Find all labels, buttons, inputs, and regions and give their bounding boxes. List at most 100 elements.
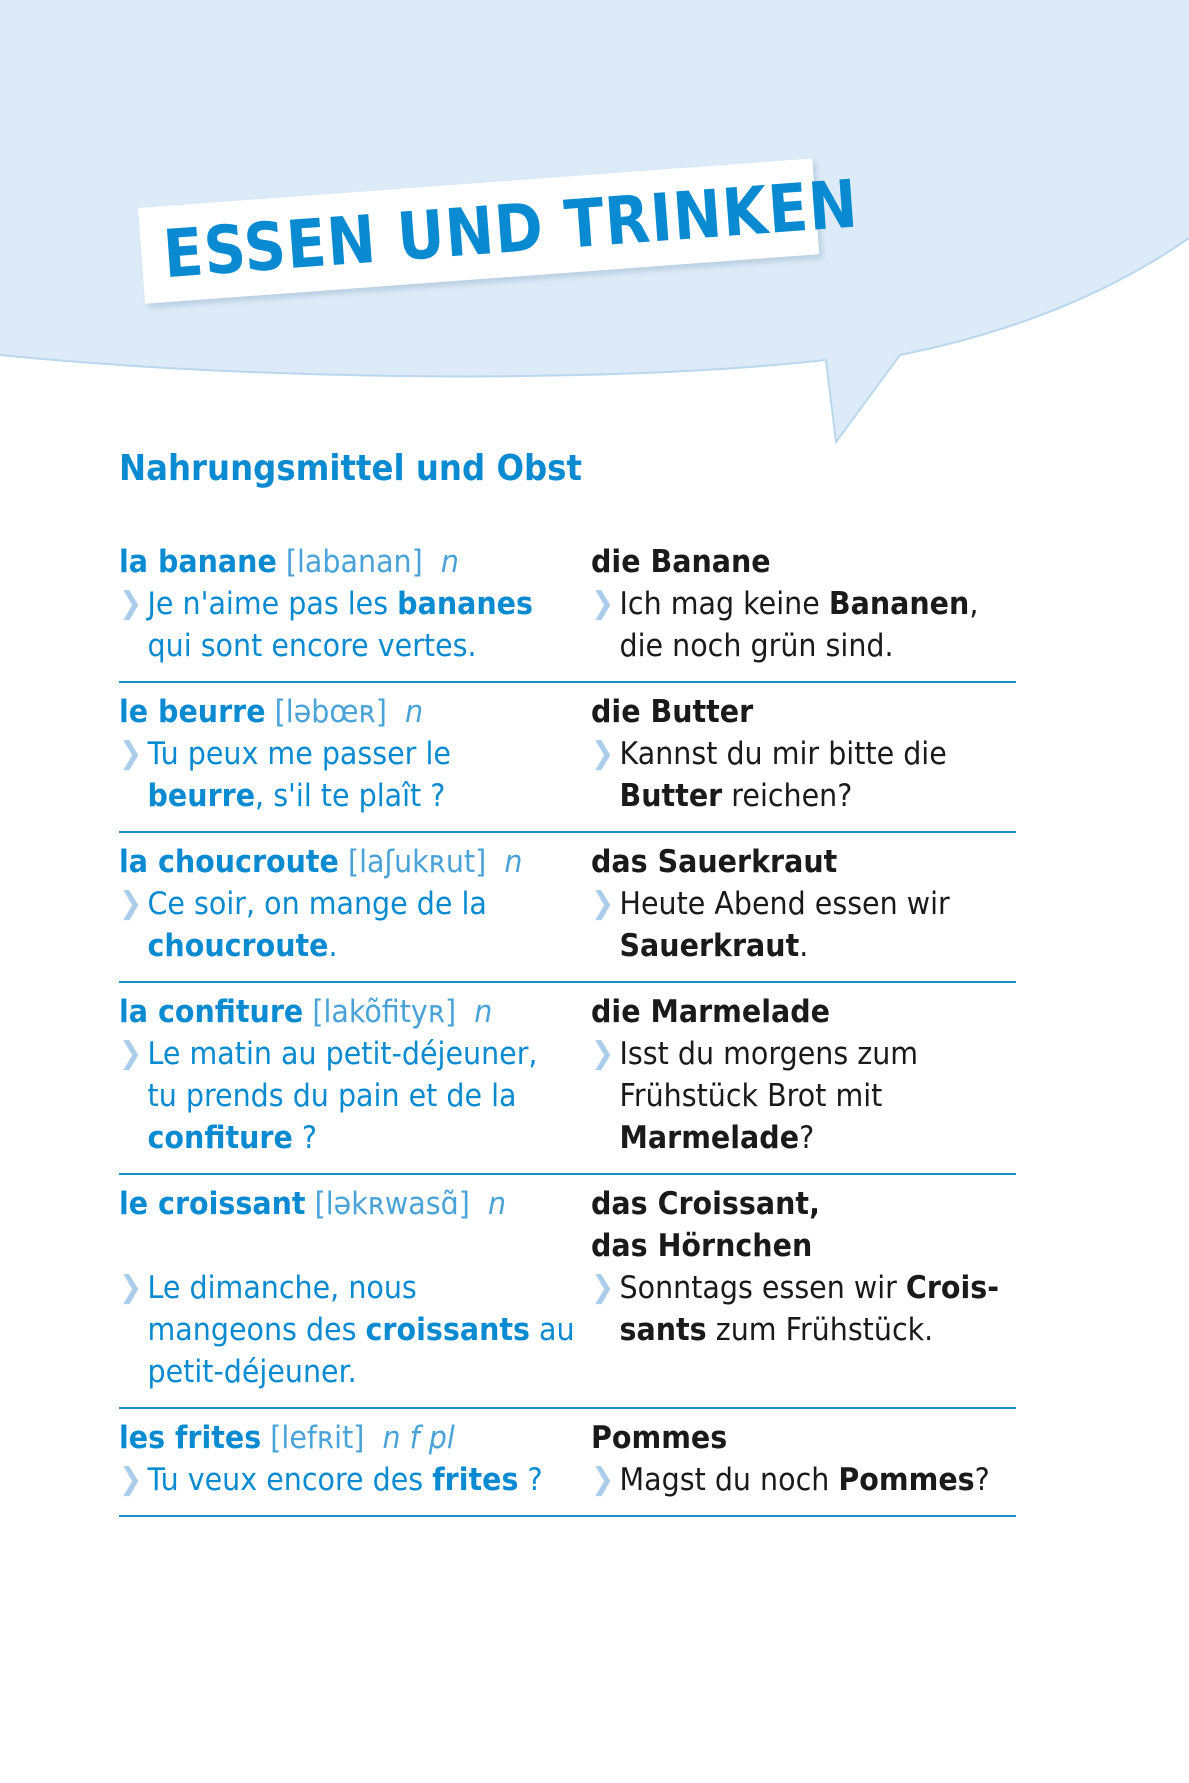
chevron-icon: ❯	[119, 1036, 143, 1071]
highlighted-word: bananes	[397, 586, 533, 622]
vocab-entry: la confiture [lakõfityʀ] n die Marmelade…	[119, 983, 1016, 1175]
example-line: ❯ Heute Abend essen wir	[591, 883, 982, 925]
part-of-speech: n	[405, 694, 424, 730]
example-text: Isst du morgens zum	[619, 1036, 919, 1072]
example-text: Ce soir, on mange de la	[147, 886, 487, 922]
chevron-icon: ❯	[591, 1462, 615, 1497]
vocab-entry: le beurre [ləbœʀ] n die Butter ❯ Tu peux …	[119, 683, 1016, 833]
french-headword: le croissant	[119, 1186, 306, 1222]
phonetic: [lefʀit]	[270, 1420, 365, 1456]
example-line: ❯ Je n'aime pas les bananes	[119, 583, 554, 625]
example-line: confiture ?	[148, 1117, 554, 1159]
example-line: sants zum Frühstück.	[620, 1309, 982, 1351]
german-example: ❯ Heute Abend essen wir Sauerkraut.	[591, 883, 982, 967]
example-line: ❯ Tu veux encore des frites ?	[119, 1459, 554, 1501]
example-line: die noch grün sind.	[620, 625, 982, 667]
example-text: ?	[974, 1462, 990, 1498]
highlighted-word: Marmelade	[619, 1120, 800, 1156]
part-of-speech: n	[487, 1186, 507, 1222]
highlighted-word: Sauerkraut	[619, 928, 800, 964]
highlighted-word: sants	[619, 1312, 707, 1348]
example-line: ❯ Isst du morgens zum	[591, 1033, 982, 1075]
german-headword: die Banane	[591, 544, 771, 580]
example-line: beurre, s'il te plaît ?	[148, 775, 554, 817]
highlighted-word: Crois-	[905, 1270, 1000, 1306]
part-of-speech: n	[504, 844, 523, 880]
highlighted-word: Bananen	[828, 586, 970, 622]
example-text: Heute Abend essen wir	[619, 886, 950, 922]
german-example: ❯ Kannst du mir bitte die Butter reichen?	[591, 733, 982, 817]
highlighted-word: Pommes	[838, 1462, 975, 1498]
german-headword: Pommes	[591, 1420, 728, 1456]
example-line: ❯ Le dimanche, nous	[119, 1267, 554, 1309]
highlighted-word: confiture	[147, 1120, 293, 1156]
chevron-icon: ❯	[119, 1462, 143, 1497]
vocab-entry: la banane [labanan] n die Banane ❯ Je n'a…	[119, 533, 1016, 683]
german-example: ❯ Ich mag keine Bananen, die noch grün sin…	[591, 583, 982, 667]
example-text: Tu peux me passer le	[147, 736, 451, 772]
example-text: Je n'aime pas les	[147, 586, 398, 622]
example-text: Ich mag keine	[619, 586, 829, 622]
highlighted-word: croissants	[365, 1312, 530, 1348]
french-headword-cell: les frites [lefʀit] n f pl	[119, 1417, 553, 1459]
french-headword: le beurre	[119, 694, 266, 730]
example-line: choucroute.	[148, 925, 554, 967]
phonetic: [lakõfityʀ]	[312, 994, 457, 1030]
example-text: Le matin au petit-déjeuner,	[147, 1036, 538, 1072]
german-headword-cell: das Croissant, das Hörnchen	[591, 1183, 982, 1267]
german-example: ❯ Magst du noch Pommes?	[591, 1459, 990, 1501]
example-line: ❯ Le matin au petit-déjeuner,	[119, 1033, 554, 1075]
example-text: qui sont encore vertes.	[147, 628, 477, 664]
german-headword: die Marmelade	[591, 994, 830, 1030]
example-line: Marmelade?	[620, 1117, 982, 1159]
french-example: ❯ Tu veux encore des frites ?	[119, 1459, 553, 1501]
french-headword: la confiture	[119, 994, 304, 1030]
example-line: ❯ Kannst du mir bitte die	[591, 733, 982, 775]
french-headword-cell: la confiture [lakõfityʀ] n	[119, 991, 553, 1033]
example-line: qui sont encore vertes.	[148, 625, 554, 667]
french-headword-cell: le beurre [ləbœʀ] n	[119, 691, 553, 733]
chevron-icon: ❯	[591, 736, 615, 771]
chevron-icon: ❯	[119, 736, 143, 771]
example-line: Butter reichen?	[620, 775, 982, 817]
example-text: Tu veux encore des	[147, 1462, 433, 1498]
french-example: ❯ Le dimanche, nous mangeons des croissant…	[119, 1267, 575, 1393]
example-text: .	[799, 928, 809, 964]
example-line: ❯ Tu peux me passer le	[119, 733, 554, 775]
french-example: ❯ Tu peux me passer le beurre, s'il te pla…	[119, 733, 553, 817]
example-line: Sauerkraut.	[620, 925, 982, 967]
part-of-speech: n	[440, 544, 459, 580]
german-headword-cell: Pommes	[591, 1417, 982, 1459]
french-example: ❯ Le matin au petit-déjeuner, tu prends du…	[119, 1033, 553, 1159]
example-line: mangeons des croissants au	[148, 1309, 575, 1351]
german-headword-cell: die Banane	[591, 541, 982, 583]
example-text: Le dimanche, nous	[147, 1270, 417, 1306]
example-line: ❯ Ich mag keine Bananen,	[591, 583, 982, 625]
german-example: ❯ Sonntags essen wir Crois-sants zum Früh…	[591, 1267, 999, 1393]
example-text: die noch grün sind.	[619, 628, 894, 664]
german-headword: das Croissant,	[591, 1186, 820, 1222]
example-line: petit-déjeuner.	[148, 1351, 554, 1393]
highlighted-word: frites	[432, 1462, 519, 1498]
highlighted-word: choucroute	[147, 928, 329, 964]
section-heading: Nahrungsmittel und Obst	[119, 448, 582, 489]
chevron-icon: ❯	[119, 586, 143, 621]
example-text: petit-déjeuner.	[147, 1354, 357, 1390]
german-headword-cell: die Butter	[591, 691, 982, 733]
chevron-icon: ❯	[119, 886, 143, 921]
highlighted-word: beurre	[147, 778, 256, 814]
example-text: Kannst du mir bitte die	[619, 736, 947, 772]
example-text: ,	[969, 586, 979, 622]
example-text: au	[529, 1312, 575, 1348]
example-line: ❯ Ce soir, on mange de la	[119, 883, 554, 925]
chevron-icon: ❯	[591, 886, 615, 921]
french-example: ❯ Je n'aime pas les bananes qui sont encor…	[119, 583, 553, 667]
chevron-icon: ❯	[591, 1036, 615, 1071]
example-text: reichen?	[722, 778, 853, 814]
example-text: , s'il te plaît ?	[255, 778, 446, 814]
example-text: ?	[518, 1462, 543, 1498]
vocabulary-list: la banane [labanan] n die Banane ❯ Je n'a…	[119, 533, 1016, 1517]
vocab-entry: les frites [lefʀit] n f pl Pommes ❯ Tu ve…	[119, 1409, 1016, 1517]
part-of-speech: n	[474, 994, 493, 1030]
german-headword: die Butter	[591, 694, 754, 730]
